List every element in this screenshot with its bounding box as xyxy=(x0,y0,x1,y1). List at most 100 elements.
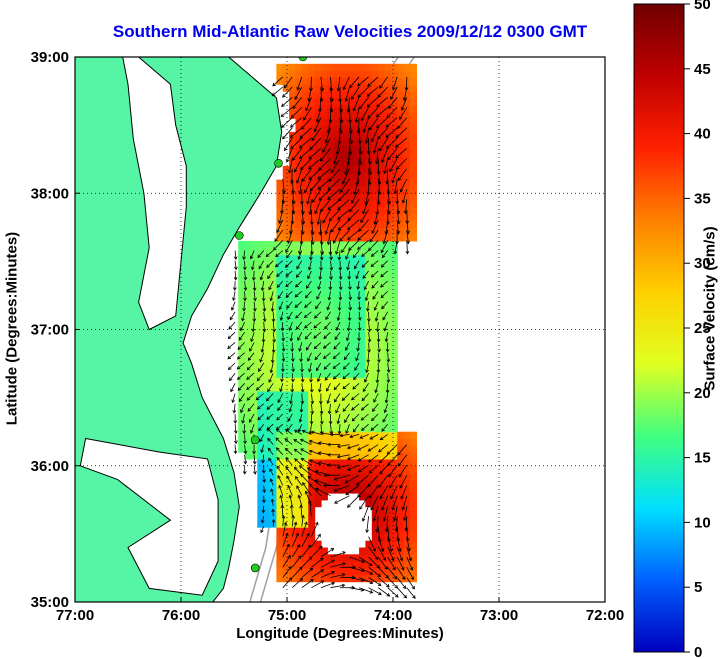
velocity-cell xyxy=(371,567,379,576)
velocity-arrowhead xyxy=(249,419,253,423)
velocity-arrowhead xyxy=(289,400,293,405)
velocity-arrow xyxy=(259,434,265,442)
velocity-cell xyxy=(270,513,277,521)
velocity-cell xyxy=(390,63,398,72)
velocity-arrow xyxy=(375,383,379,393)
velocity-arrow xyxy=(358,301,361,310)
velocity-arrow xyxy=(299,413,303,423)
velocity-cell xyxy=(340,486,347,494)
velocity-arrow xyxy=(360,107,369,121)
velocity-arrow xyxy=(352,250,360,258)
velocity-cell xyxy=(308,179,316,187)
velocity-arrowhead xyxy=(325,388,330,392)
velocity-cell xyxy=(371,63,379,72)
velocity-cell xyxy=(295,356,303,365)
velocity-cell xyxy=(378,138,386,147)
velocity-cell xyxy=(320,261,328,269)
velocity-arrowhead xyxy=(336,420,341,425)
velocity-cell xyxy=(384,472,392,480)
velocity-cell xyxy=(301,452,309,460)
velocity-arrowhead xyxy=(339,119,344,124)
velocity-cell xyxy=(263,452,271,460)
velocity-arrow xyxy=(257,250,265,258)
velocity-cell xyxy=(327,131,335,140)
velocity-arrowhead xyxy=(384,399,389,404)
velocity-cell xyxy=(410,513,417,521)
velocity-arrowhead xyxy=(267,437,271,442)
velocity-cell xyxy=(384,329,392,337)
velocity-cell xyxy=(390,322,398,331)
velocity-cell xyxy=(301,329,309,337)
velocity-cell xyxy=(320,213,328,222)
velocity-cell xyxy=(397,486,405,494)
velocity-cell xyxy=(276,227,284,235)
velocity-arrow xyxy=(308,148,322,160)
velocity-arrow xyxy=(280,383,284,392)
velocity-cell xyxy=(403,77,411,85)
velocity-arrow xyxy=(263,475,265,483)
velocity-cell xyxy=(378,499,386,508)
velocity-arrowhead xyxy=(405,250,410,255)
velocity-cell xyxy=(314,547,322,555)
velocity-cell xyxy=(403,493,411,501)
velocity-arrowhead xyxy=(320,251,325,256)
velocity-cell xyxy=(314,206,322,215)
velocity-cell xyxy=(352,84,360,92)
velocity-arrowhead xyxy=(389,484,393,489)
velocity-cell xyxy=(384,302,392,310)
velocity-cell xyxy=(333,97,341,106)
velocity-cell xyxy=(365,302,373,310)
velocity-cell xyxy=(410,138,417,147)
velocity-arrow xyxy=(300,352,303,362)
velocity-arrowhead xyxy=(376,201,381,206)
velocity-cell xyxy=(308,138,316,147)
velocity-cell xyxy=(289,315,297,324)
velocity-arrow xyxy=(396,546,403,561)
velocity-cell xyxy=(371,138,379,147)
velocity-arrow xyxy=(276,457,284,466)
velocity-cell xyxy=(282,390,290,399)
velocity-cell xyxy=(371,125,379,133)
velocity-cell xyxy=(333,118,341,126)
velocity-cell xyxy=(257,288,265,296)
velocity-arrowhead xyxy=(301,221,306,225)
velocity-arrowhead xyxy=(285,264,289,268)
velocity-cell xyxy=(257,445,265,453)
velocity-arrow xyxy=(256,383,264,391)
velocity-cell xyxy=(371,390,379,399)
velocity-arrowhead xyxy=(341,397,346,401)
velocity-arrowhead xyxy=(335,327,340,331)
velocity-arrow xyxy=(358,566,373,575)
velocity-arrow xyxy=(267,383,274,392)
velocity-cell xyxy=(346,227,354,235)
velocity-cell xyxy=(333,63,341,72)
velocity-cell xyxy=(308,513,316,521)
velocity-cell xyxy=(333,458,341,467)
velocity-cell xyxy=(295,302,303,310)
velocity-cell xyxy=(390,438,398,446)
velocity-arrow xyxy=(339,424,341,434)
velocity-arrow xyxy=(396,556,405,571)
velocity-arrowhead xyxy=(357,82,361,87)
velocity-arrow xyxy=(348,240,360,251)
x-tick-label: 74:00 xyxy=(374,607,412,624)
velocity-arrow xyxy=(339,291,341,300)
velocity-cell xyxy=(384,138,392,147)
velocity-cell xyxy=(390,131,398,140)
velocity-cell xyxy=(384,247,392,256)
velocity-arrow xyxy=(345,485,360,496)
colorbar-tick-label: 5 xyxy=(694,579,702,596)
velocity-arrowhead xyxy=(380,294,385,299)
velocity-cell xyxy=(320,84,328,92)
velocity-cell xyxy=(340,172,347,181)
velocity-arrowhead xyxy=(270,308,275,312)
velocity-cell xyxy=(333,472,341,480)
velocity-arrow xyxy=(289,321,293,331)
velocity-cell xyxy=(359,452,367,460)
velocity-arrowhead xyxy=(290,348,295,353)
velocity-arrow xyxy=(282,533,288,547)
velocity-cell xyxy=(410,186,417,194)
velocity-cell xyxy=(410,70,417,78)
velocity-arrowhead xyxy=(375,113,380,118)
velocity-cell xyxy=(270,486,277,494)
